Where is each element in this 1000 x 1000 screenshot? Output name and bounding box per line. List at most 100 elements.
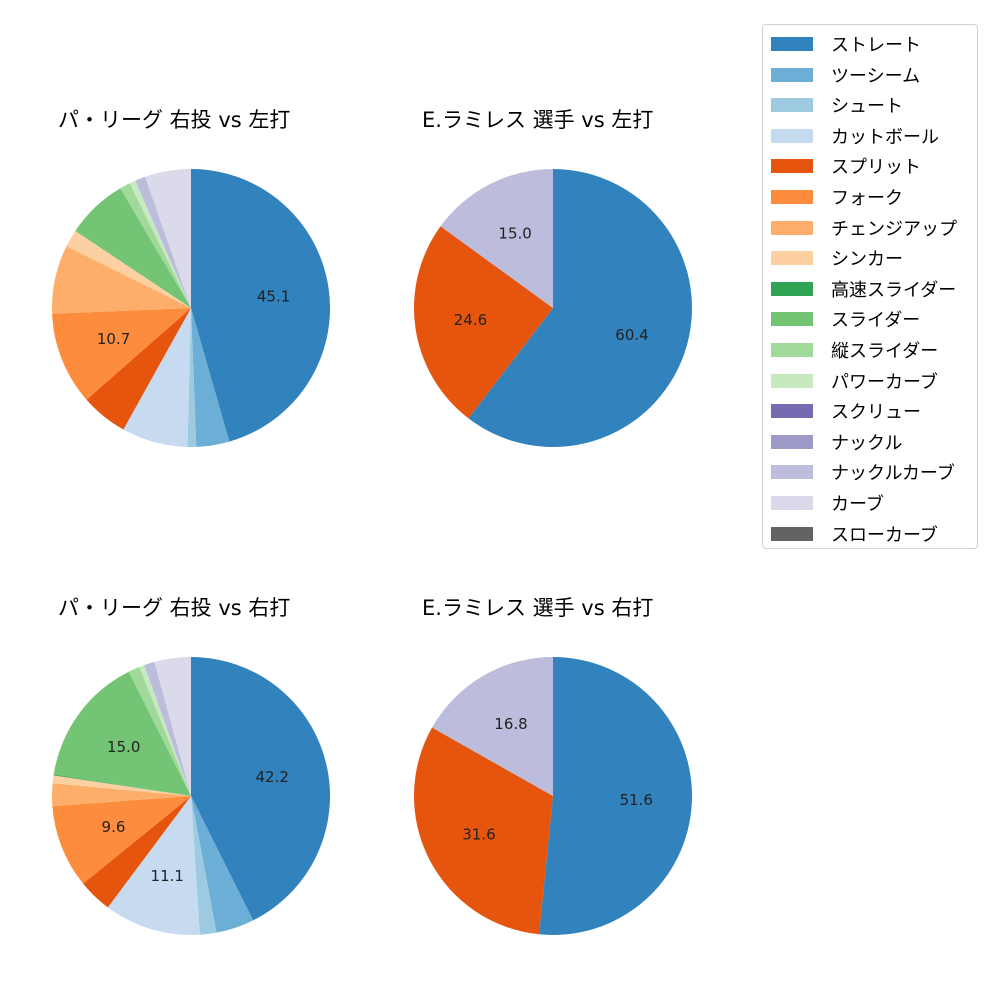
legend-swatch [771, 220, 813, 235]
slice-value-label: 51.6 [620, 791, 653, 809]
legend-label: スクリュー [831, 402, 921, 424]
slice-value-label: 15.0 [498, 225, 531, 243]
legend-label: スプリット [831, 157, 921, 179]
slice-value-label: 9.6 [102, 818, 126, 836]
legend-label: パワーカーブ [831, 371, 938, 393]
pie-slice [139, 665, 191, 796]
legend-item: スプリット [771, 154, 921, 178]
pie-slice [107, 796, 200, 935]
legend-swatch [771, 37, 813, 51]
pie-slice [145, 169, 191, 308]
pie-slice [52, 775, 192, 796]
legend-item: シュート [771, 93, 903, 117]
pie-slice [144, 661, 191, 796]
pie-slice [191, 169, 331, 442]
pie-slice [432, 657, 553, 796]
legend-swatch [771, 496, 813, 510]
slice-value-label: 42.2 [255, 768, 288, 786]
legend-swatch [771, 98, 813, 113]
pie-slice [86, 308, 191, 430]
legend-swatch [771, 128, 813, 143]
legend-label: ツーシーム [831, 65, 921, 87]
legend: ストレートツーシームシュートカットボール スプリットフォークチェンジアップ シンカー… [762, 24, 978, 549]
legend-label: ストレート [831, 35, 921, 56]
legend-item: 縦スライダー [771, 338, 938, 362]
legend-item: シンカー [771, 246, 903, 270]
slice-value-label: 16.8 [494, 715, 527, 733]
legend-swatch [771, 67, 813, 82]
pie-slice [440, 169, 553, 308]
chart-title: パ・リーグ 右投 vs 左打 [58, 108, 291, 132]
slice-value-label: 11.1 [151, 867, 184, 885]
legend-item: スクリュー [771, 399, 921, 423]
legend-item: 高速スライダー [771, 277, 956, 301]
legend-item: ストレート [771, 32, 921, 56]
pie-slice [129, 180, 191, 308]
legend-swatch [771, 373, 813, 388]
pie-slice [75, 188, 191, 308]
pie-slice [135, 176, 191, 308]
pie-slice [191, 308, 230, 447]
legend-label: チェンジアップ [831, 218, 957, 240]
legend-item: ナックルカーブ [771, 460, 955, 484]
legend-swatch [771, 159, 813, 174]
legend-label: シンカー [831, 249, 903, 271]
pie-slice [539, 657, 692, 935]
legend-item: ツーシーム [771, 63, 920, 87]
slice-value-label: 24.6 [454, 311, 487, 329]
legend-item: パワーカーブ [771, 369, 938, 393]
slice-value-label: 10.7 [97, 330, 130, 348]
pie-slice [191, 796, 217, 935]
pie-slice [191, 796, 254, 933]
pie-slice [66, 231, 191, 308]
pie-slice [53, 671, 191, 796]
slice-value-label: 60.4 [615, 326, 648, 344]
slice-value-label: 31.6 [462, 825, 495, 843]
legend-item: フォーク [771, 185, 903, 209]
pie-slice [52, 796, 192, 884]
legend-item: カットボール [771, 124, 939, 148]
pie-slice [414, 727, 553, 935]
legend-label: ナックル [831, 432, 903, 454]
pie-slice [120, 183, 191, 308]
pie-slice [51, 783, 191, 807]
pie-slice [51, 246, 191, 314]
legend-label: スローカーブ [831, 524, 938, 546]
legend-swatch [771, 465, 813, 480]
legend-label: シュート [831, 96, 903, 118]
legend-item: スライダー [771, 307, 920, 331]
pie-slice [52, 308, 192, 400]
legend-swatch [771, 343, 813, 357]
legend-item: チェンジアップ [771, 216, 957, 240]
legend-label: フォーク [831, 188, 903, 209]
legend-label: 縦スライダー [831, 341, 939, 362]
pie-slice [187, 308, 197, 447]
slice-value-label: 15.0 [107, 738, 140, 756]
pie-slice [191, 657, 330, 921]
chart-title: E.ラミレス 選手 vs 右打 [422, 596, 654, 620]
pie-slice [123, 308, 191, 447]
legend-label: カーブ [831, 494, 884, 515]
legend-label: 高速スライダー [831, 279, 957, 301]
slice-value-label: 45.1 [257, 287, 290, 305]
pie-slice [53, 774, 191, 796]
legend-item: スローカーブ [771, 522, 938, 546]
chart-title: E.ラミレス 選手 vs 左打 [422, 108, 654, 132]
pie-slice [468, 169, 692, 447]
legend-swatch [771, 281, 813, 296]
legend-swatch [771, 312, 813, 327]
pie-slice [83, 796, 191, 908]
legend-swatch [771, 190, 813, 204]
legend-label: スライダー [831, 310, 921, 332]
legend-label: カットボール [831, 126, 939, 148]
legend-swatch [771, 526, 813, 541]
legend-label: ナックルカーブ [831, 463, 955, 485]
pie-slice [414, 226, 553, 419]
chart-title: パ・リーグ 右投 vs 右打 [58, 596, 291, 620]
legend-item: ナックル [771, 430, 902, 454]
legend-item: カーブ [771, 491, 884, 515]
legend-swatch [771, 251, 813, 266]
